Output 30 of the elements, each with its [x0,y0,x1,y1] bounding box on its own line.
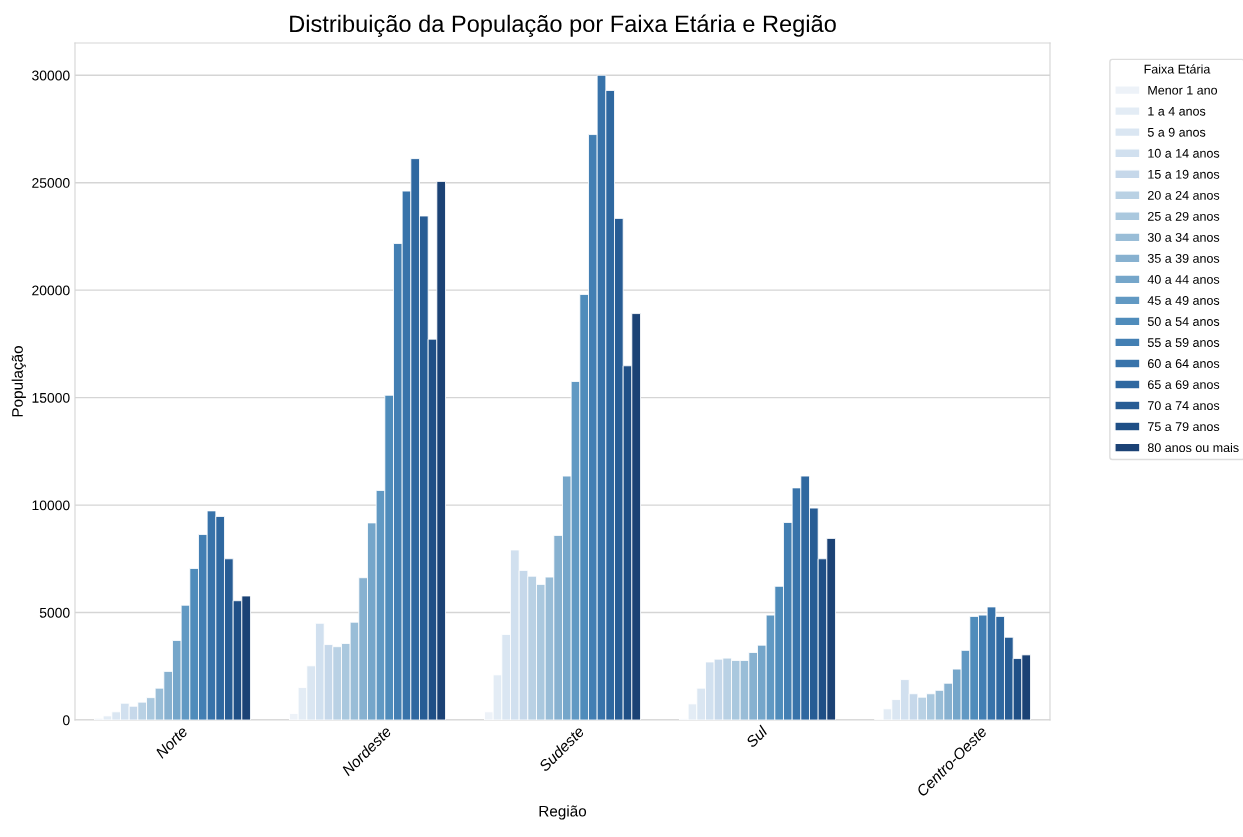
y-tick-label: 15000 [32,392,70,403]
legend-title: Faixa Etária [1144,64,1211,74]
legend-label: 55 a 59 anos [1147,338,1220,347]
legend-label: 80 anos ou mais [1147,442,1239,453]
y-tick-label: 20000 [32,285,70,296]
legend-label: Menor 1 ano [1148,85,1218,95]
legend-label: 30 a 34 anos [1147,232,1220,242]
x-axis-title: Região [539,805,587,820]
y-axis-title: População [11,346,26,417]
y-tick-label: 10000 [32,500,70,511]
legend-label: 20 a 24 anos [1148,190,1220,200]
x-tick-label: Sul [744,724,769,749]
y-tick-label: 25000 [32,178,70,188]
legend-label: 25 a 29 anos [1148,211,1220,221]
legend-label: 70 a 74 anos [1148,401,1220,411]
legend-label: 1 a 4 anos [1148,106,1206,116]
legend-label: 10 a 14 anos [1148,148,1220,158]
legend-label: 35 a 39 anos [1147,253,1220,263]
legend-label: 45 a 49 anos [1147,296,1220,305]
legend-label: 60 a 64 anos [1148,359,1220,368]
legend-label: 5 a 9 anos [1147,127,1206,137]
y-tick-label: 0 [62,715,70,726]
legend-label: 40 a 44 anos [1147,275,1220,284]
chart-title: Distribuição da População por Faixa Etária e Região [290,14,836,37]
legend-label: 65 a 69 anos [1148,380,1220,389]
legend-label: 15 a 19 anos [1148,169,1220,179]
y-tick-label: 5000 [39,607,70,618]
y-tick-label: 30000 [32,70,70,81]
legend-label: 75 a 79 anos [1148,422,1220,432]
legend-label: 50 a 54 anos [1147,317,1220,326]
